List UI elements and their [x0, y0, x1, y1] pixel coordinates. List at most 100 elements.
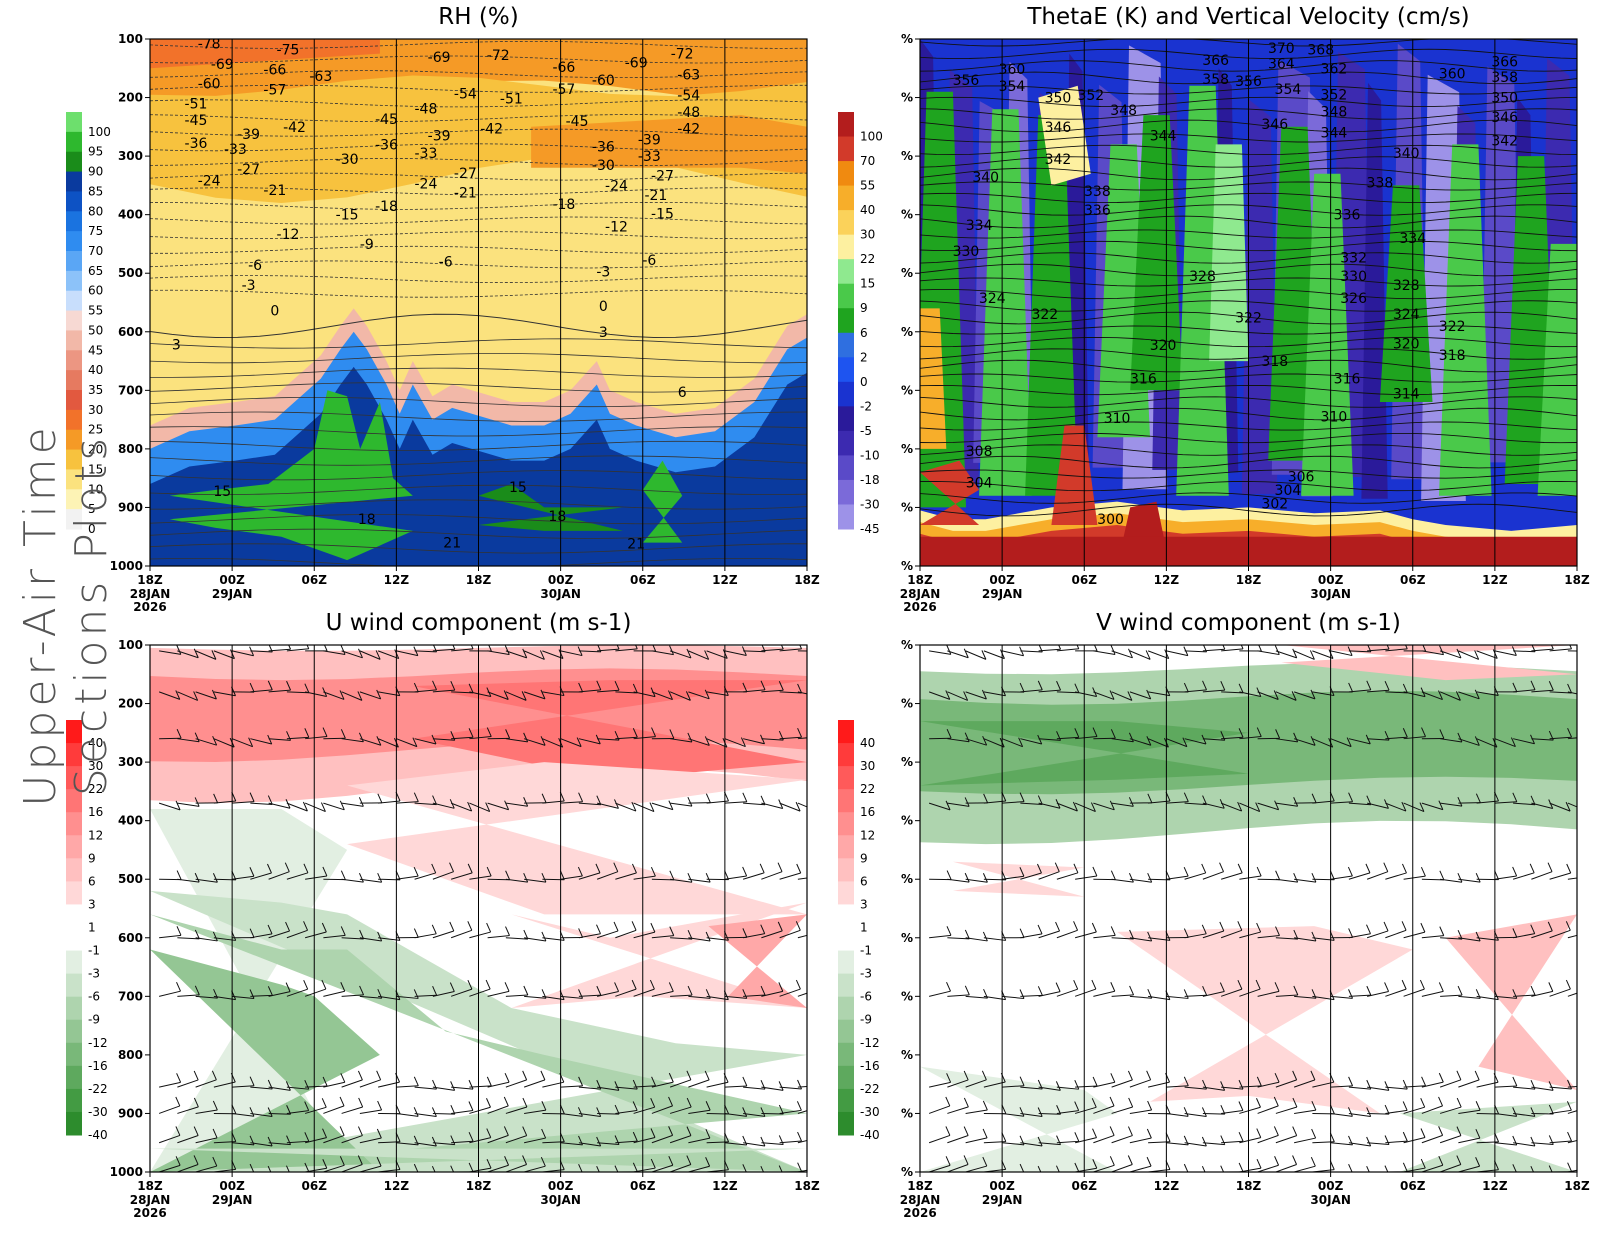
x-date-label: 30JAN	[540, 1193, 581, 1207]
contour-label: -69	[625, 55, 648, 71]
contour-label: 344	[1321, 126, 1348, 142]
contour-label: 350	[1045, 91, 1072, 107]
colorbar-label: 30	[860, 759, 875, 773]
x-tick-label: 06Z	[1072, 1179, 1098, 1193]
colorbar-label: -3	[860, 967, 872, 981]
contour-label: -33	[638, 149, 661, 165]
contour-label: -39	[638, 133, 661, 149]
y-tick-label: %	[901, 32, 913, 46]
figure-title: Upper-Air Time Sections Plots	[15, 315, 65, 915]
colorbar-label: 95	[88, 145, 103, 159]
field-u	[150, 640, 820, 1175]
colorbar-label: -16	[860, 1059, 880, 1073]
colorbar-swatch	[838, 951, 854, 975]
contour-label: -36	[375, 137, 398, 153]
y-tick-label: 400	[118, 208, 143, 222]
contour-label: 18	[358, 512, 376, 528]
contour-label: 364	[1268, 57, 1295, 73]
x-tick-label: 12Z	[712, 573, 738, 587]
y-tick-label: 900	[118, 1106, 143, 1120]
colorbar-label: -30	[860, 497, 880, 511]
colorbar-label: -10	[860, 448, 880, 462]
colorbar-swatch	[838, 137, 854, 162]
colorbar-label: 22	[860, 252, 875, 266]
wind-barb-flag	[815, 1128, 819, 1137]
colorbar-label: -22	[88, 1082, 108, 1096]
colorbar-swatch	[838, 881, 854, 905]
colorbar-swatch	[838, 357, 854, 382]
colorbar-label: -3	[88, 967, 100, 981]
contour-label: 302	[1261, 496, 1288, 512]
x-tick-label: 06Z	[630, 573, 656, 587]
y-tick-label: %	[901, 872, 913, 886]
x-tick-label: 18Z	[137, 1179, 163, 1193]
colorbar-label: 80	[88, 204, 103, 218]
x-tick-label: 18Z	[466, 1179, 492, 1193]
colorbar-swatch	[838, 406, 854, 431]
x-tick-label: 18Z	[907, 573, 933, 587]
x-tick-label: 18Z	[1236, 573, 1262, 587]
colorbar-label: -5	[860, 424, 872, 438]
y-tick-label: 700	[118, 989, 143, 1003]
colorbar-swatch	[66, 997, 82, 1021]
colorbar-label: -30	[88, 1105, 108, 1119]
contour-label: -66	[552, 60, 575, 76]
contour-label: 21	[443, 536, 461, 552]
contour-label: 330	[953, 244, 980, 260]
x-tick-label: 12Z	[712, 1179, 738, 1193]
x-tick-label: 18Z	[1564, 573, 1590, 587]
x-date-label: 29JAN	[982, 587, 1023, 601]
contour-label: -30	[592, 158, 615, 174]
colorbar-swatch	[838, 812, 854, 836]
wind-barb-flag	[815, 1098, 819, 1107]
y-tick-label: %	[901, 208, 913, 222]
contour-label: 316	[1130, 372, 1157, 388]
contour-label: 326	[1340, 291, 1367, 307]
colorbar-label: 40	[860, 736, 875, 750]
contour-label: -57	[552, 82, 575, 98]
y-tick-label: 100	[118, 32, 143, 46]
colorbar-label: 65	[88, 264, 103, 278]
contour-label: 6	[678, 385, 687, 401]
colorbar-label: 1	[88, 921, 96, 935]
contour-label: 0	[270, 304, 279, 320]
contour-label: -63	[677, 68, 700, 84]
y-tick-label: 100	[118, 638, 143, 652]
colorbar-swatch	[66, 1043, 82, 1067]
contour-label: 338	[1367, 175, 1394, 191]
contour-label: 346	[1045, 120, 1072, 136]
colorbar-swatch	[66, 835, 82, 859]
contour-label: 0	[599, 299, 608, 315]
contour-label: 3	[172, 338, 181, 354]
x-tick-label: 12Z	[384, 573, 410, 587]
contour-label: 340	[972, 170, 999, 186]
contour-label: 340	[1393, 146, 1420, 162]
contour-label: -45	[185, 113, 208, 129]
contour-label: 346	[1491, 110, 1518, 126]
wind-barb-flag	[815, 923, 819, 932]
colorbar-label: 3	[88, 897, 96, 911]
contour-label: -42	[480, 122, 503, 138]
contour-label: 15	[213, 484, 231, 500]
colorbar-label: -2	[860, 399, 872, 413]
colorbar-label: 12	[860, 828, 875, 842]
contour-label: -66	[263, 62, 286, 78]
contour-label: 3	[599, 325, 608, 341]
colorbar-swatch	[66, 974, 82, 998]
contour-label: -12	[277, 227, 300, 243]
x-date-label: 30JAN	[1310, 1193, 1351, 1207]
contour-label: -3	[242, 278, 256, 294]
colorbar-swatch	[66, 231, 82, 251]
wind-barb-flag	[1586, 1159, 1590, 1168]
y-tick-label: %	[901, 1165, 913, 1179]
colorbar-swatch	[66, 1089, 82, 1113]
panel-u: U wind component (m s-1)1002003004005006…	[66, 610, 820, 1220]
colorbar-swatch	[66, 251, 82, 271]
colorbar-swatch	[66, 271, 82, 291]
x-date-label: 28JAN	[900, 1193, 941, 1207]
contour-label: -6	[439, 255, 453, 271]
contour-label: 344	[1150, 129, 1177, 145]
wind-barb-flag	[815, 980, 819, 989]
